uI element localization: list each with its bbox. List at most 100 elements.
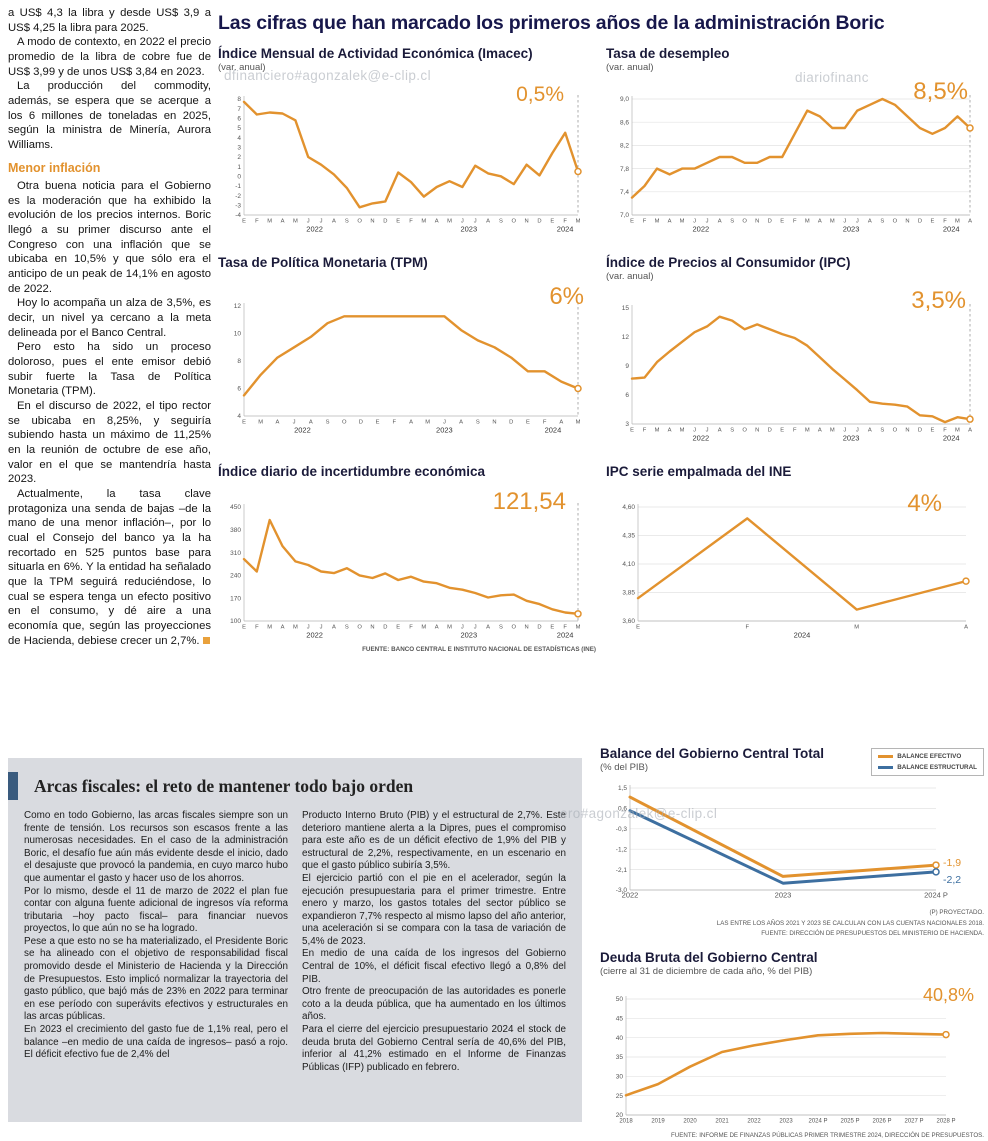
svg-text:6: 6 <box>237 386 241 393</box>
svg-text:2025 P: 2025 P <box>840 1118 859 1124</box>
svg-text:S: S <box>345 625 349 631</box>
svg-text:50: 50 <box>616 996 624 1003</box>
svg-text:J: J <box>693 428 696 434</box>
svg-text:J: J <box>843 428 846 434</box>
svg-text:-1,9: -1,9 <box>943 857 961 869</box>
svg-text:2024: 2024 <box>545 426 562 435</box>
svg-text:A: A <box>559 420 563 426</box>
svg-text:2026 P: 2026 P <box>872 1118 891 1124</box>
svg-text:170: 170 <box>230 595 241 602</box>
svg-text:J: J <box>843 219 846 225</box>
debt-chart-source: FUENTE: INFORME DE FINANZAS PÚBLICAS PRI… <box>600 1131 984 1141</box>
svg-text:J: J <box>706 219 709 225</box>
svg-text:O: O <box>742 219 747 225</box>
svg-text:M: M <box>267 219 272 225</box>
svg-text:2023: 2023 <box>460 225 477 234</box>
chart-title: IPC serie empalmada del INE <box>606 464 792 479</box>
svg-text:2022: 2022 <box>622 891 639 900</box>
svg-text:N: N <box>905 219 909 225</box>
svg-text:2023: 2023 <box>843 434 860 443</box>
left-article-column: a US$ 4,3 la libra y desde US$ 3,9 a US$… <box>8 6 211 648</box>
svg-text:M: M <box>421 625 426 631</box>
svg-text:F: F <box>393 420 397 426</box>
fiscal-charts-column: Balance del Gobierno Central Total (% de… <box>600 746 984 1141</box>
legend-swatch-blue-icon <box>878 766 894 769</box>
svg-text:2024 P: 2024 P <box>808 1118 827 1124</box>
legend-item-efectivo: BALANCE EFECTIVO <box>878 753 977 760</box>
svg-text:2: 2 <box>237 154 241 161</box>
chart-subtitle: (cierre al 31 de diciembre de cada año, … <box>600 965 813 977</box>
svg-text:10: 10 <box>234 331 242 338</box>
article-paragraph: Otra buena noticia para el Gobierno es l… <box>8 179 211 295</box>
svg-text:4,60: 4,60 <box>622 504 635 511</box>
svg-text:6: 6 <box>237 116 241 123</box>
svg-text:S: S <box>730 428 734 434</box>
chart-title: Índice Mensual de Actividad Económica (I… <box>218 46 533 61</box>
svg-text:2023: 2023 <box>460 631 477 640</box>
svg-text:8,6: 8,6 <box>620 119 629 126</box>
svg-text:J: J <box>693 219 696 225</box>
svg-text:A: A <box>435 625 439 631</box>
svg-text:M: M <box>447 625 452 631</box>
svg-text:310: 310 <box>230 550 241 557</box>
svg-text:O: O <box>742 428 747 434</box>
svg-text:2024: 2024 <box>943 225 960 234</box>
svg-text:A: A <box>435 219 439 225</box>
svg-text:E: E <box>636 625 640 631</box>
svg-text:12: 12 <box>622 334 630 341</box>
svg-text:J: J <box>443 420 446 426</box>
svg-text:M: M <box>267 625 272 631</box>
svg-text:A: A <box>718 219 722 225</box>
svg-text:M: M <box>447 219 452 225</box>
svg-text:2027 P: 2027 P <box>904 1118 923 1124</box>
svg-text:25: 25 <box>616 1092 624 1099</box>
svg-text:S: S <box>880 219 884 225</box>
svg-text:O: O <box>357 219 362 225</box>
svg-text:4: 4 <box>237 413 241 420</box>
svg-text:-0,3: -0,3 <box>616 826 628 833</box>
article-paragraph: a US$ 4,3 la libra y desde US$ 3,9 a US$… <box>8 7 211 34</box>
svg-text:A: A <box>718 428 722 434</box>
svg-text:8: 8 <box>237 358 241 365</box>
article-subheading: Menor inflación <box>8 160 101 175</box>
svg-text:E: E <box>526 420 530 426</box>
svg-text:A: A <box>486 625 490 631</box>
svg-text:0,5%: 0,5% <box>516 83 564 106</box>
chart-title: Deuda Bruta del Gobierno Central <box>600 949 818 965</box>
svg-text:2024: 2024 <box>557 631 574 640</box>
svg-text:F: F <box>409 219 413 225</box>
svg-text:M: M <box>805 219 810 225</box>
svg-text:J: J <box>461 219 464 225</box>
unemployment-line-chart: 9,08,68,27,87,47,0E F M A M J J A S O N D E F M A M J J A S O… <box>620 78 974 234</box>
svg-text:M: M <box>576 625 581 631</box>
svg-text:35: 35 <box>616 1054 624 1061</box>
svg-text:A: A <box>281 219 285 225</box>
svg-text:D: D <box>768 428 772 434</box>
svg-text:E: E <box>242 420 246 426</box>
svg-text:N: N <box>525 219 529 225</box>
svg-text:M: M <box>955 428 960 434</box>
svg-text:A: A <box>818 428 822 434</box>
svg-text:A: A <box>868 428 872 434</box>
svg-text:D: D <box>383 625 387 631</box>
legend-label: BALANCE ESTRUCTURAL <box>897 764 977 771</box>
svg-text:3,5%: 3,5% <box>911 287 966 314</box>
body-paragraph: Por lo mismo, desde el 11 de marzo de 20… <box>24 885 288 935</box>
svg-text:5: 5 <box>237 125 241 132</box>
svg-text:J: J <box>856 428 859 434</box>
ipc-chart-block: Índice de Precios al Consumidor (IPC) (v… <box>606 255 986 448</box>
svg-text:J: J <box>307 219 310 225</box>
svg-text:12: 12 <box>234 303 242 310</box>
svg-text:J: J <box>706 428 709 434</box>
svg-text:A: A <box>968 219 972 225</box>
svg-text:S: S <box>476 420 480 426</box>
body-paragraph: Para el cierre del ejercicio presupuesta… <box>302 1023 566 1073</box>
svg-text:3: 3 <box>625 421 629 428</box>
svg-text:2021: 2021 <box>715 1118 729 1124</box>
svg-text:J: J <box>320 219 323 225</box>
svg-text:2022: 2022 <box>747 1118 761 1124</box>
svg-text:O: O <box>512 219 517 225</box>
svg-text:A: A <box>309 420 313 426</box>
uncertainty-chart-block: Índice diario de incertidumbre económica… <box>218 464 596 653</box>
